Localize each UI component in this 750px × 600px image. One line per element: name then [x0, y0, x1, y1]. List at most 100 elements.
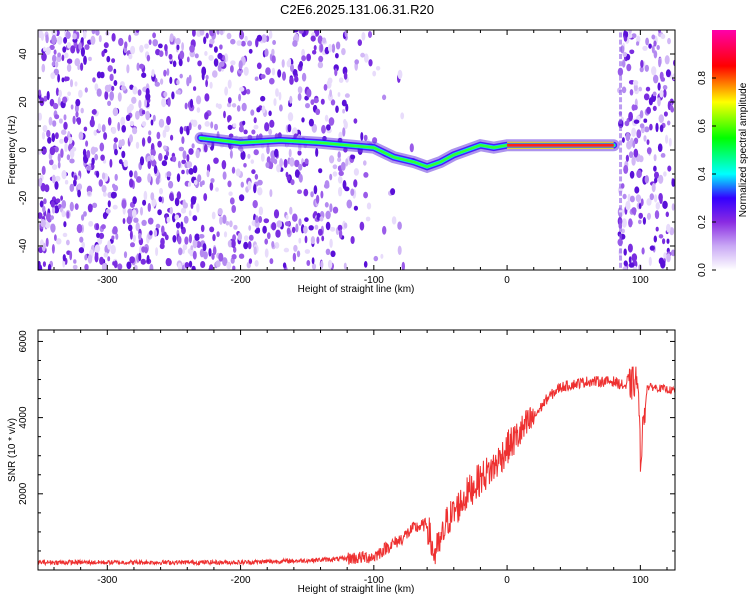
spectrogram-speckle [631, 33, 637, 39]
spectrogram-speckle [160, 78, 164, 85]
spectrogram-band-edge [619, 68, 623, 74]
spectrogram-speckle [400, 112, 405, 120]
spectrogram-speckle [288, 148, 292, 158]
spectrogram-speckle [118, 37, 124, 47]
spectrogram-speckle [66, 239, 70, 246]
spectrogram-speckle [639, 110, 644, 119]
spectrogram-speckle [217, 208, 223, 216]
spectrogram-speckle [318, 228, 323, 236]
spectrogram-speckle [196, 241, 202, 248]
spectrogram-speckle [279, 104, 283, 112]
spectrogram-speckle [297, 189, 302, 194]
spectrogram-speckle [279, 158, 283, 168]
spectrogram-speckle [110, 244, 116, 255]
spectrogram-speckle [97, 123, 101, 132]
spectrogram-speckle [194, 233, 200, 241]
spectrogram-speckle [65, 76, 70, 82]
spectrogram-speckle [224, 86, 229, 96]
spectrogram-speckle [66, 211, 70, 219]
spectrogram-speckle [66, 58, 73, 64]
spectrogram-speckle [269, 30, 273, 39]
spectrogram-speckle [350, 188, 355, 196]
spectrogram-speckle [139, 63, 145, 69]
spectrogram-speckle [60, 148, 64, 158]
spectrogram-speckle [162, 145, 167, 150]
spectrogram-speckle [76, 223, 83, 234]
spectrogram-speckle [247, 153, 251, 159]
spectrogram-speckle [112, 226, 118, 235]
spectrogram-speckle [320, 190, 324, 199]
spectrogram-speckle [190, 245, 194, 251]
spectrogram-speckle [195, 149, 200, 159]
spectrogram-band-edge [619, 162, 623, 167]
spectrogram-speckle [122, 218, 126, 224]
spectrogram-speckle [175, 89, 181, 95]
spectrogram-speckle [329, 173, 333, 181]
spectrogram-speckle [354, 59, 360, 65]
spectrogram-speckle [671, 203, 675, 211]
spectrogram-speckle [203, 144, 208, 153]
spectrogram-speckle [301, 72, 307, 82]
spectrogram-speckle [141, 121, 147, 127]
spectrogram-speckle [147, 217, 154, 225]
spectrogram-speckle [80, 62, 84, 71]
spectrogram-speckle [211, 252, 215, 260]
spectrogram-speckle [271, 48, 275, 56]
spectrogram-speckle [113, 137, 119, 143]
spectrogram-speckle [126, 64, 130, 74]
spectrogram-speckle [651, 45, 655, 54]
spectrogram-speckle [53, 49, 57, 55]
spectrogram-speckle [326, 124, 331, 131]
spectrogram-speckle [338, 186, 343, 197]
spectrogram-speckle [164, 154, 168, 161]
spectrogram-speckle [51, 244, 55, 254]
spectrogram-speckle [130, 45, 136, 55]
spectrogram-speckle [56, 55, 62, 63]
spectrogram-speckle [111, 235, 115, 240]
spectrogram-speckle [263, 218, 270, 224]
spectrogram-speckle [189, 44, 195, 53]
spectrogram-speckle [665, 134, 669, 144]
spectrogram-band-edge [619, 255, 623, 261]
spectrogram-speckle [636, 41, 640, 46]
spectrogram-speckle [44, 222, 51, 229]
spectrogram-speckle [231, 166, 236, 174]
spectrogram-speckle [189, 248, 195, 257]
spectrogram-speckle [78, 89, 83, 98]
spectrogram-speckle [271, 55, 276, 64]
spectrogram-speckle [337, 176, 343, 184]
spectrogram-speckle [111, 58, 116, 63]
spectrogram-speckle [176, 173, 181, 183]
spectrogram-speckle [253, 117, 257, 124]
spectrogram-speckle [335, 105, 339, 113]
spectrogram-speckle [323, 183, 330, 189]
spectrogram-speckle [209, 38, 215, 45]
spectrogram-speckle [38, 264, 43, 270]
colorbar-tick-label: 0.8 [697, 71, 708, 85]
spectrogram-speckle [223, 110, 226, 119]
spectrogram-speckle [174, 214, 180, 221]
spectrogram-speckle [138, 99, 142, 109]
spectrogram-speckle [78, 247, 85, 254]
spectrogram-speckle [139, 156, 145, 166]
spectrogram-speckle [113, 260, 118, 269]
spectrogram-speckle [649, 193, 654, 201]
spectrogram-speckle [623, 248, 627, 256]
spectrogram-speckle [177, 235, 182, 245]
spectrogram-speckle [158, 118, 165, 128]
spectrogram-speckle [92, 202, 98, 208]
spectrogram-speckle [223, 231, 228, 238]
spectrogram-speckle [172, 235, 177, 243]
spectrogram-speckle [277, 69, 282, 78]
spectrogram-speckle [120, 85, 127, 91]
spectrogram-speckle [238, 30, 245, 40]
spectrogram-speckle [363, 191, 368, 199]
spectrogram-speckle [256, 107, 261, 113]
spectrogram-speckle [665, 211, 669, 218]
spectrogram-speckle [88, 220, 94, 227]
spectrogram-speckle [341, 99, 347, 107]
spectrogram-speckle [260, 74, 266, 79]
spectrogram-speckle [212, 234, 216, 242]
spectrogram-speckle [343, 72, 348, 80]
spectrogram-speckle [646, 198, 652, 206]
